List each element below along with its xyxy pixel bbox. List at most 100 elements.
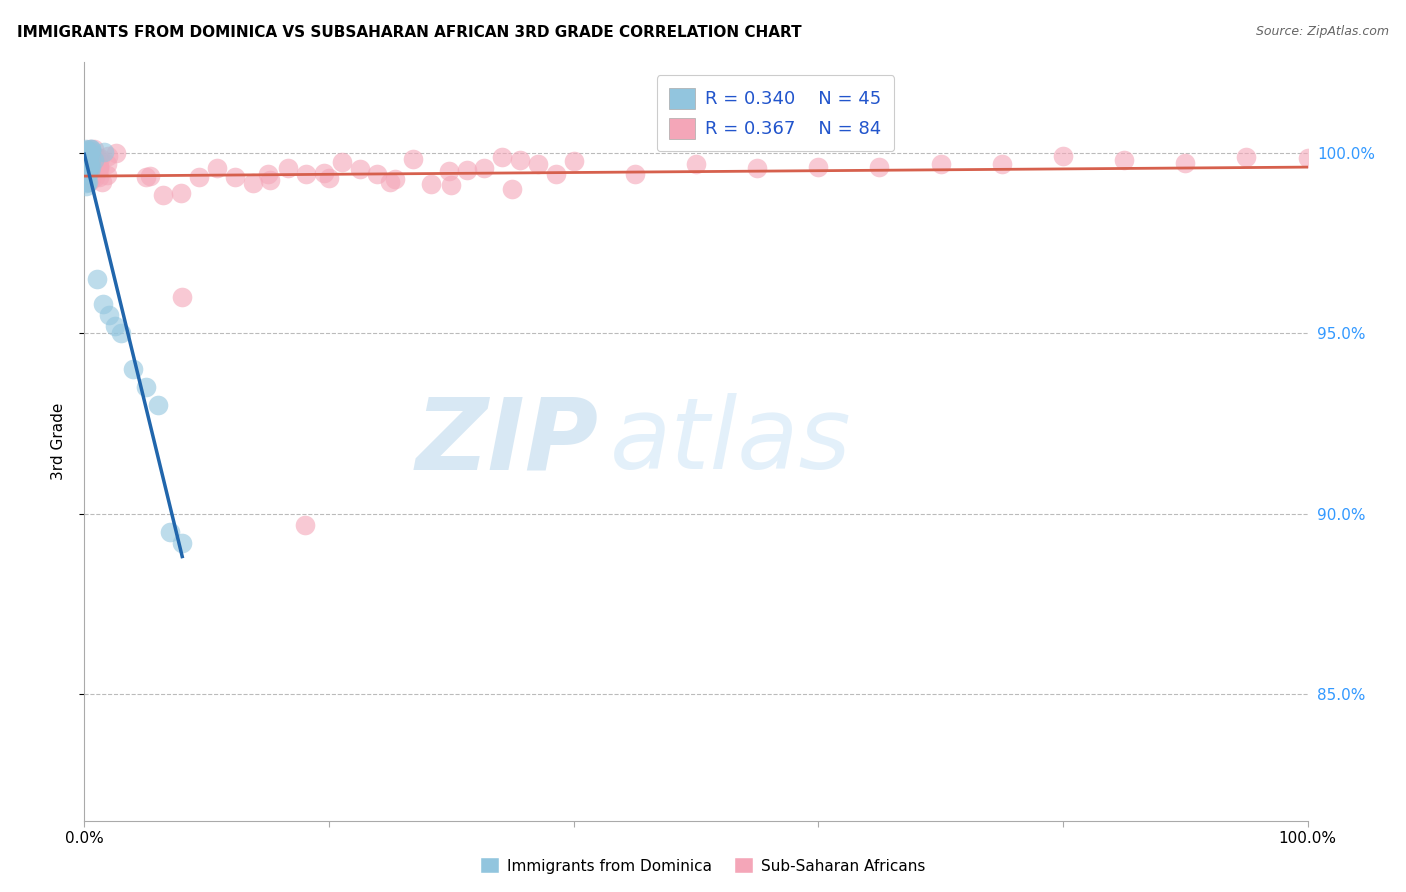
Point [75, 178, 97, 193]
Point [84, 169, 107, 184]
Point [75, 143, 97, 157]
Point [76, 156, 98, 170]
Point [224, 169, 246, 184]
Point [312, 166, 335, 180]
Point [188, 169, 211, 184]
Point [75, 165, 97, 179]
Point [79, 142, 101, 156]
Point [79, 169, 101, 183]
Y-axis label: 3rd Grade: 3rd Grade [51, 403, 66, 480]
Point [87, 170, 110, 185]
Point [87, 159, 110, 173]
Point [122, 362, 145, 376]
Point [79, 174, 101, 188]
Point [79, 159, 101, 173]
Point [79, 148, 101, 162]
Point [76, 167, 98, 181]
Point [75, 152, 97, 166]
Point [96, 157, 118, 171]
Point [402, 152, 425, 166]
Point [79, 162, 101, 177]
Point [1174, 155, 1197, 169]
Point [491, 150, 513, 164]
Point [747, 161, 769, 176]
Point [75, 161, 97, 176]
Point [75, 155, 97, 169]
Point [1236, 150, 1258, 164]
Point [89, 151, 111, 165]
Point [91, 176, 114, 190]
Point [77, 156, 100, 170]
Point [75, 161, 97, 176]
Point [295, 167, 318, 181]
Point [76, 163, 98, 178]
Point [79, 164, 101, 178]
Point [366, 167, 388, 181]
Point [76, 174, 98, 188]
Point [75, 153, 97, 168]
Point [474, 161, 496, 176]
Point [76, 166, 98, 180]
Point [75, 142, 97, 156]
Point [139, 169, 162, 183]
Point [76, 158, 98, 172]
Point [97, 148, 120, 162]
Point [437, 163, 460, 178]
Point [86, 157, 108, 171]
Point [242, 176, 264, 190]
Point [86, 272, 108, 286]
Point [1296, 151, 1319, 165]
Point [83, 142, 105, 156]
Point [77, 155, 100, 169]
Point [685, 157, 707, 171]
Point [544, 167, 567, 181]
Point [76, 154, 98, 169]
Point [277, 161, 299, 175]
Point [77, 163, 100, 178]
Point [929, 157, 952, 171]
Text: Source: ZipAtlas.com: Source: ZipAtlas.com [1256, 25, 1389, 38]
Point [77, 164, 100, 178]
Text: atlas: atlas [610, 393, 852, 490]
Point [79, 142, 101, 156]
Point [82, 151, 104, 165]
Point [79, 160, 101, 174]
Legend: R = 0.340    N = 45, R = 0.367    N = 84: R = 0.340 N = 45, R = 0.367 N = 84 [657, 75, 894, 152]
Point [79, 144, 101, 158]
Point [87, 160, 110, 174]
Point [77, 159, 100, 173]
Point [97, 308, 120, 322]
Point [172, 290, 194, 304]
Text: IMMIGRANTS FROM DOMINICA VS SUBSAHARAN AFRICAN 3RD GRADE CORRELATION CHART: IMMIGRANTS FROM DOMINICA VS SUBSAHARAN A… [17, 25, 801, 40]
Point [77, 156, 100, 170]
Point [152, 187, 174, 202]
Legend: Immigrants from Dominica, Sub-Saharan Africans: Immigrants from Dominica, Sub-Saharan Af… [475, 852, 931, 880]
Point [384, 171, 406, 186]
Point [80, 153, 103, 167]
Point [146, 399, 169, 413]
Point [527, 157, 550, 171]
Point [562, 153, 585, 168]
Point [110, 326, 132, 341]
Point [1114, 153, 1136, 167]
Point [75, 156, 97, 170]
Point [89, 161, 111, 176]
Point [77, 156, 100, 170]
Point [83, 153, 105, 167]
Point [75, 160, 97, 174]
Point [869, 160, 891, 174]
Text: ZIP: ZIP [415, 393, 598, 490]
Point [76, 153, 98, 167]
Point [170, 186, 193, 201]
Point [76, 176, 98, 190]
Point [259, 173, 281, 187]
Point [75, 176, 97, 190]
Point [93, 145, 115, 160]
Point [135, 380, 157, 394]
Point [79, 172, 101, 186]
Point [1052, 148, 1074, 162]
Point [105, 145, 128, 160]
Point [76, 145, 98, 159]
Point [380, 175, 402, 189]
Point [205, 161, 228, 175]
